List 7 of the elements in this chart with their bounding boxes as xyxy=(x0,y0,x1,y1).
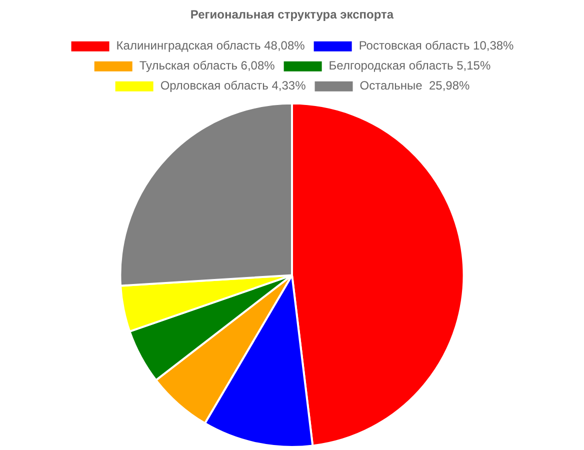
legend-label: Калининградская область 48,08% xyxy=(116,38,306,53)
legend-label: Орловская область 4,33% xyxy=(160,78,306,93)
legend-label: Ростовская область 10,38% xyxy=(358,38,514,53)
legend-label: Белгородская область 5,15% xyxy=(328,58,491,73)
legend-label: Тульская область 6,08% xyxy=(139,58,276,73)
legend-label: Остальные 25,98% xyxy=(360,78,470,93)
chart-title: Региональная структура экспорта xyxy=(190,8,394,22)
